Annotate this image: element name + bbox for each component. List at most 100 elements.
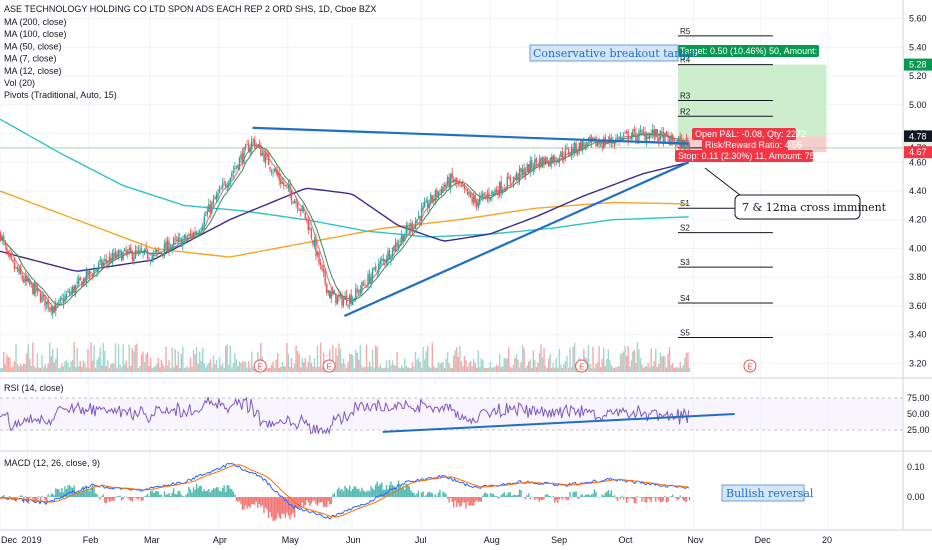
candle-body [687,142,689,149]
volume-bar [554,367,556,372]
target-label-box[interactable] [677,45,819,57]
volume-bar [127,367,129,372]
volume-bar [610,365,613,372]
candle-body [127,250,129,255]
volume-bar [165,346,167,372]
volume-bar [41,354,43,372]
price-tag[interactable] [904,58,932,71]
volume-bar [512,364,515,372]
earnings-marker[interactable] [575,359,589,373]
candle-body [85,270,88,283]
volume-bar [163,366,166,372]
macd-histogram-bar [538,497,541,502]
earnings-marker[interactable] [743,359,757,373]
volume-bar [486,367,489,372]
candle-body [479,197,481,204]
indicator-legend-item[interactable]: Vol (20) [4,78,35,88]
volume-bar [290,357,293,372]
earnings-marker[interactable] [322,359,336,373]
macd-histogram-bar [327,497,329,501]
macd-histogram-bar [128,497,130,500]
stop-label-box[interactable] [675,150,813,162]
macd-histogram-bar [462,497,464,503]
trendline[interactable] [252,126,689,145]
macd-histogram-bar [151,490,153,497]
candle-body [142,251,144,254]
macd-histogram-bar [679,495,681,497]
macd-histogram-bar [408,486,411,497]
volume-bar [180,353,182,372]
macd-histogram-bar [413,492,415,497]
volume-bar [47,363,49,372]
ma50-line[interactable] [0,161,689,272]
volume-bar [503,357,505,372]
candle-body [503,188,505,190]
volume-bar [15,343,17,372]
cross-note[interactable]: 7 & 12ma cross imminent [704,167,887,220]
volume-bar [604,365,606,372]
volume-bar [521,344,524,372]
volume-bar [655,348,657,372]
macd-histogram-bar [662,497,665,501]
volume-bar [593,367,596,372]
volume-bar [267,367,270,372]
candle-body [29,279,31,285]
volume-bar [169,367,172,372]
volume-bar [361,365,363,372]
price-tag[interactable] [904,146,932,159]
rsi-label[interactable]: RSI (14, close) [4,383,64,393]
rsi-line[interactable] [0,396,690,436]
macd-histogram-bar [365,491,368,497]
candle-body [449,174,452,189]
volume-bar [266,367,268,372]
price-tag[interactable] [904,130,932,143]
indicator-legend-item[interactable]: MA (12, close) [4,66,62,76]
volume-bar [296,350,299,372]
risk-reward-label-box[interactable] [702,139,788,151]
volume-bar [84,362,86,372]
candle-body [125,250,127,253]
indicator-legend-item[interactable]: Pivots (Traditional, Auto, 15) [4,90,117,100]
indicator-legend-item[interactable]: MA (200, close) [4,17,67,27]
candle-body [99,259,101,262]
candle-body [22,279,25,283]
candle-body [341,295,343,306]
volume-bar [301,358,303,372]
trendline[interactable] [343,161,690,317]
candle-body [624,132,626,134]
ma100-line[interactable] [0,118,689,238]
macd-histogram-bar [74,494,77,497]
rsi-trendline[interactable] [382,413,735,433]
price-tick: 4.20 [909,215,927,225]
indicator-legend-item[interactable]: MA (50, close) [4,41,62,51]
reversal-note[interactable]: Bullish reversal [721,484,814,502]
symbol-title[interactable]: ASE TECHNOLOGY HOLDING CO LTD SPON ADS E… [4,4,376,14]
candle-body [543,158,545,165]
signal-line[interactable] [0,464,689,518]
macd-histogram-bar [153,493,155,497]
macd-histogram-bar [373,489,375,497]
macd-label[interactable]: MACD (12, 26, close, 9) [4,458,100,468]
volume-bar [247,361,250,372]
open-pnl-label-box[interactable] [692,128,796,140]
volume-bar [431,342,434,372]
macd-histogram-bar [431,493,434,497]
indicator-legend-item[interactable]: MA (7, close) [4,54,57,64]
macd-histogram-bar [99,497,101,500]
indicator-legend-item[interactable]: MA (100, close) [4,29,67,39]
earnings-marker[interactable] [253,359,267,373]
volume-bar [93,344,95,372]
macd-histogram-bar [500,495,502,497]
candle-body [33,283,36,296]
breakout-note[interactable]: Conservative breakout target [529,44,698,62]
candle-body [529,160,531,172]
ma200-line[interactable] [0,190,689,258]
time-axis[interactable]: Dec 2019 Feb Mar Apr May Jun Jul Aug Sep Oct Nov Dec… [1,535,832,545]
macd-histogram-bar [488,497,490,498]
indicator-legend[interactable]: MA (200, close) MA (100, close) MA (50, cl… [4,17,117,100]
price-axis[interactable]: 5.605.405.205.004.804.604.404.204.003.80… [904,14,932,502]
candle-body [670,134,672,146]
volume-bar [456,347,458,372]
candle-body [194,231,196,235]
long-position-tool[interactable]: Target: 0.50 (10.46%) 50, Amount: 2136 Op… [675,45,840,162]
